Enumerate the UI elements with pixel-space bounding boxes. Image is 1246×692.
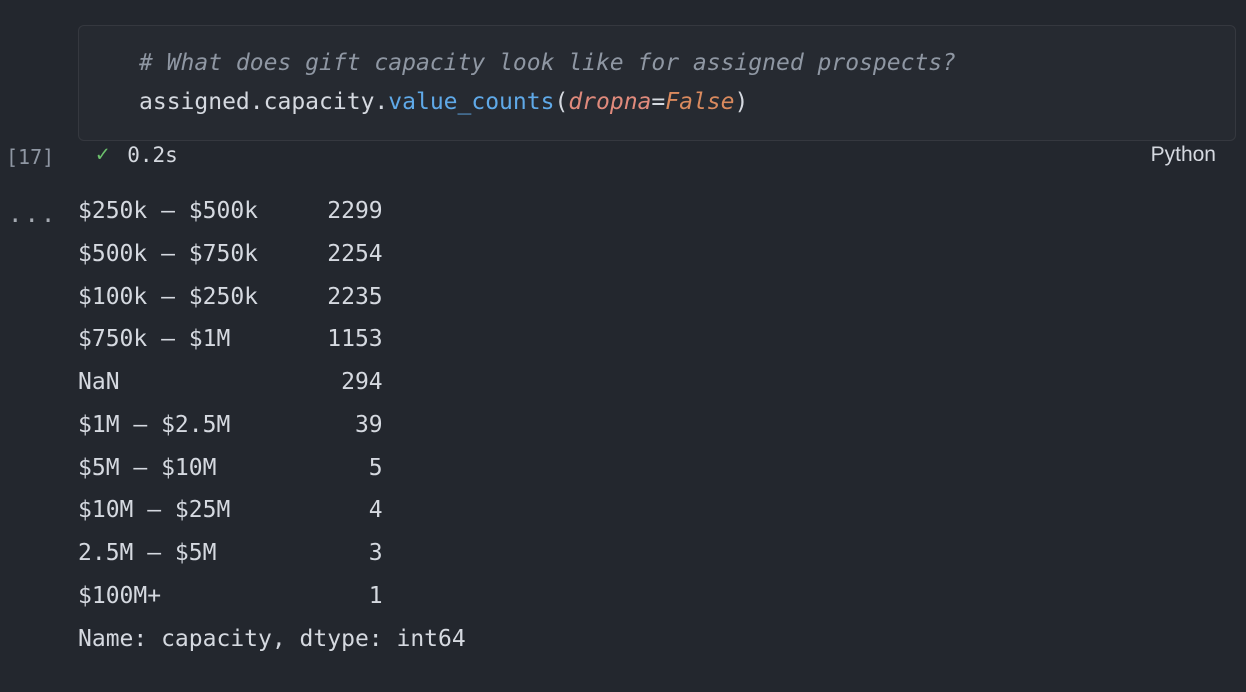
code-close-paren: ) [735, 89, 749, 115]
success-check-icon: ✓ [96, 142, 109, 167]
code-open-paren: ( [554, 89, 568, 115]
code-object: assigned [139, 89, 250, 115]
kernel-language[interactable]: Python [1151, 143, 1216, 167]
code-comment: # What does gift capacity look like for … [139, 50, 956, 76]
execution-count: [17] [6, 145, 54, 169]
status-row: ✓ 0.2s Python [96, 142, 1216, 167]
code-bool: False [665, 89, 734, 115]
output-row: $100k – $250k 2235 [78, 276, 466, 319]
output-row: $100M+ 1 [78, 575, 466, 618]
output-row: $10M – $25M 4 [78, 489, 466, 532]
code-attr: capacity [264, 89, 375, 115]
output-ellipsis-icon[interactable]: ... [8, 200, 57, 228]
code-eq: = [651, 89, 665, 115]
output-row: $500k – $750k 2254 [78, 233, 466, 276]
code-input-block[interactable]: # What does gift capacity look like for … [78, 25, 1236, 141]
code-dot: . [374, 89, 388, 115]
output-row: 2.5M – $5M 3 [78, 532, 466, 575]
cell-output: $250k – $500k 2299$500k – $750k 2254$100… [78, 190, 466, 660]
code-method: value_counts [388, 89, 554, 115]
code-line-2: assigned.capacity.value_counts(dropna=Fa… [139, 83, 1207, 122]
code-line-1: # What does gift capacity look like for … [139, 44, 1207, 83]
output-footer: Name: capacity, dtype: int64 [78, 618, 466, 661]
execution-time: 0.2s [127, 143, 178, 167]
output-row: $1M – $2.5M 39 [78, 404, 466, 447]
code-param: dropna [568, 89, 651, 115]
output-row: NaN 294 [78, 361, 466, 404]
output-row: $750k – $1M 1153 [78, 318, 466, 361]
output-row: $250k – $500k 2299 [78, 190, 466, 233]
code-dot: . [250, 89, 264, 115]
notebook-cell: # What does gift capacity look like for … [0, 0, 1246, 692]
output-row: $5M – $10M 5 [78, 447, 466, 490]
